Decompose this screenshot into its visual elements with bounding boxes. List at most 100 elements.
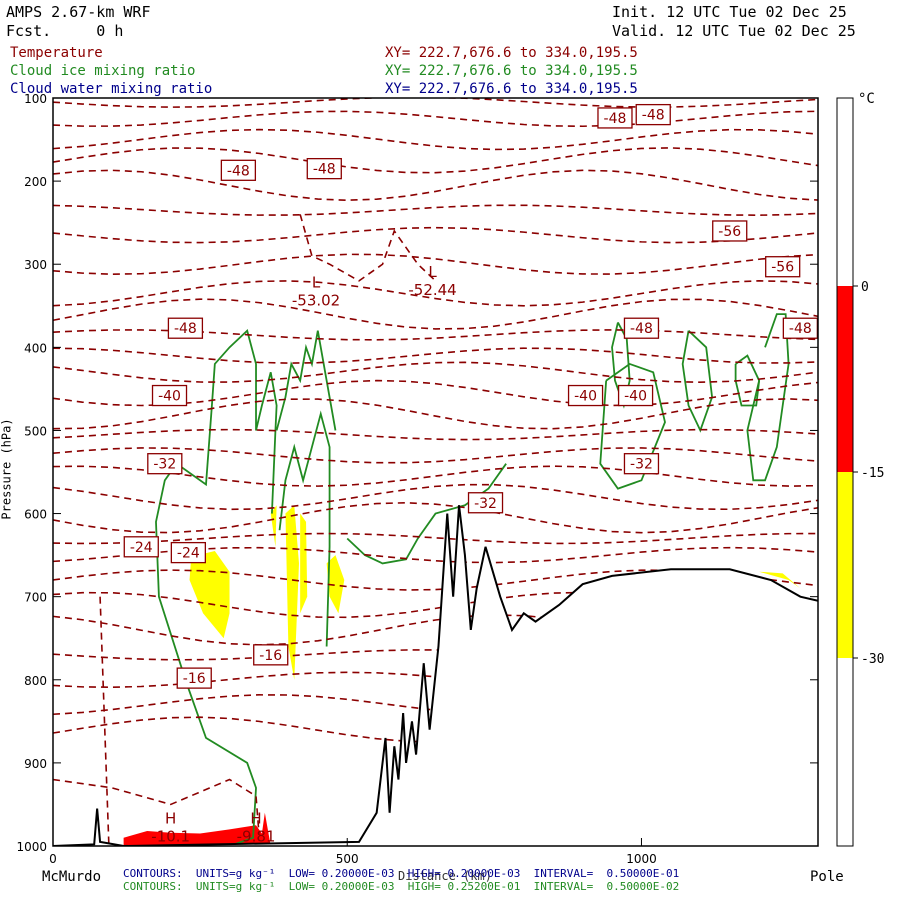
temperature-label: -56	[718, 224, 741, 240]
temperature-contour	[53, 778, 260, 834]
colorbar-band	[837, 286, 853, 472]
temperature-label: -48	[630, 321, 653, 337]
y-tick-label: 300	[24, 258, 47, 272]
temperature-label: -32	[153, 457, 176, 473]
legend-cloud-ice: Cloud ice mixing ratio	[10, 63, 196, 79]
temperature-contour	[53, 298, 818, 330]
temperature-label-box	[567, 384, 604, 407]
temperature-label: -48	[174, 321, 197, 337]
temperature-contour	[53, 501, 818, 534]
red-shade	[123, 812, 271, 846]
temperature-label: -24	[130, 540, 153, 556]
temperature-label: -56	[771, 260, 794, 276]
temperature-label-box	[176, 667, 212, 689]
colorbar-tick-label: -30	[861, 652, 884, 667]
y-tick-label: 1000	[16, 840, 47, 854]
temperature-contour	[53, 98, 818, 108]
temperature-label: -48	[642, 108, 665, 124]
temperature-contour	[53, 465, 818, 487]
temperature-contour	[53, 329, 818, 341]
temperature-contour	[53, 226, 818, 244]
temperature-label: -32	[474, 496, 497, 512]
temperature-contour	[53, 147, 818, 174]
temperature-contour	[53, 546, 818, 564]
temperature-contour	[53, 253, 818, 275]
legend-cloud-ice-xy: XY= 222.7,676.6 to 334.0,195.5	[385, 63, 638, 79]
extremum-marker: H	[250, 810, 261, 828]
temperature-contour	[53, 447, 818, 464]
temperature-contour	[53, 204, 818, 216]
temperature-label-box	[623, 317, 660, 339]
y-tick-label: 900	[24, 757, 47, 771]
temperature-label: -16	[259, 648, 282, 664]
temperature-contour	[53, 128, 818, 151]
yellow-shade	[189, 550, 230, 639]
terrain-line	[53, 505, 818, 846]
y-tick-label: 100	[24, 92, 47, 106]
temperature-label-box	[220, 159, 257, 181]
temperature-contour	[53, 361, 818, 384]
legend-cloud-water-xy: XY= 222.7,676.6 to 334.0,195.5	[385, 81, 638, 97]
temperature-label: -48	[789, 321, 812, 337]
extremum-value: -9.81	[237, 828, 276, 846]
x-axis-start-label: McMurdo	[42, 869, 102, 885]
yellow-shade	[326, 555, 345, 614]
valid-time: Valid. 12 UTC Tue 02 Dec 25	[612, 22, 856, 40]
temperature-label-box	[617, 384, 654, 407]
temperature-label-box	[170, 541, 206, 564]
yellow-shade	[300, 513, 308, 614]
temperature-contour	[53, 398, 818, 430]
ice-contour-info: CONTOURS: UNITS=g kg⁻¹ LOW= 0.20000E-03 …	[123, 880, 680, 893]
temperature-label-box	[306, 157, 342, 180]
extremum-marker: L	[312, 274, 321, 292]
plot-frame	[52, 97, 819, 847]
temperature-label-box	[147, 453, 183, 475]
temperature-label-box	[765, 256, 801, 278]
temperature-contour	[53, 169, 818, 202]
legend-temperature-xy: XY= 222.7,676.6 to 334.0,195.5	[385, 45, 638, 61]
temperature-contour	[53, 483, 818, 511]
temperature-label-box	[623, 453, 660, 475]
temperature-label: -24	[177, 546, 200, 562]
temperature-label: -40	[574, 389, 597, 405]
model-title: AMPS 2.67-km WRF	[6, 3, 151, 21]
extremum-value: -52.44	[408, 281, 456, 299]
temperature-label-box	[597, 107, 633, 129]
x-tick-label: 0	[49, 852, 57, 866]
colorbar-band	[837, 472, 853, 658]
x-tick-label: 1000	[626, 852, 657, 866]
temperature-contour	[53, 532, 818, 545]
temperature-label-box	[123, 536, 159, 558]
y-axis-label: Pressure (hPa)	[0, 418, 14, 520]
temperature-label: -48	[227, 163, 250, 179]
x-axis-end-label: Pole	[810, 869, 844, 885]
ice-contour	[155, 329, 278, 846]
extremum-value: -53.02	[292, 292, 340, 310]
ice-contour	[346, 463, 507, 565]
colorbar-band	[837, 658, 853, 846]
init-time: Init. 12 UTC Tue 02 Dec 25	[612, 3, 847, 21]
y-tick-label: 400	[24, 341, 47, 355]
ice-contour	[746, 313, 790, 482]
legend-cloud-water: Cloud water mixing ratio	[10, 81, 213, 97]
forecast-hour: Fcst. 0 h	[6, 22, 124, 40]
x-tick-label: 500	[336, 852, 359, 866]
temperature-contour	[53, 347, 818, 364]
extremum-marker: H	[165, 810, 176, 828]
y-tick-label: 500	[24, 424, 47, 438]
x-axis-label: Distance (km)	[398, 869, 492, 883]
extremum-marker: L	[428, 263, 437, 281]
temperature-label: -40	[158, 389, 181, 405]
temperature-contour	[299, 214, 437, 282]
temperature-label: -48	[604, 111, 627, 127]
temperature-label: -32	[630, 457, 653, 473]
yellow-shade	[270, 505, 277, 547]
temperature-label: -48	[313, 162, 336, 178]
temperature-label-box	[167, 317, 204, 339]
y-tick-label: 200	[24, 175, 47, 189]
ice-contour	[681, 330, 713, 433]
colorbar-unit: °C	[858, 91, 875, 107]
ice-contour	[278, 410, 331, 647]
colorbar-tick-label: -15	[861, 466, 884, 481]
